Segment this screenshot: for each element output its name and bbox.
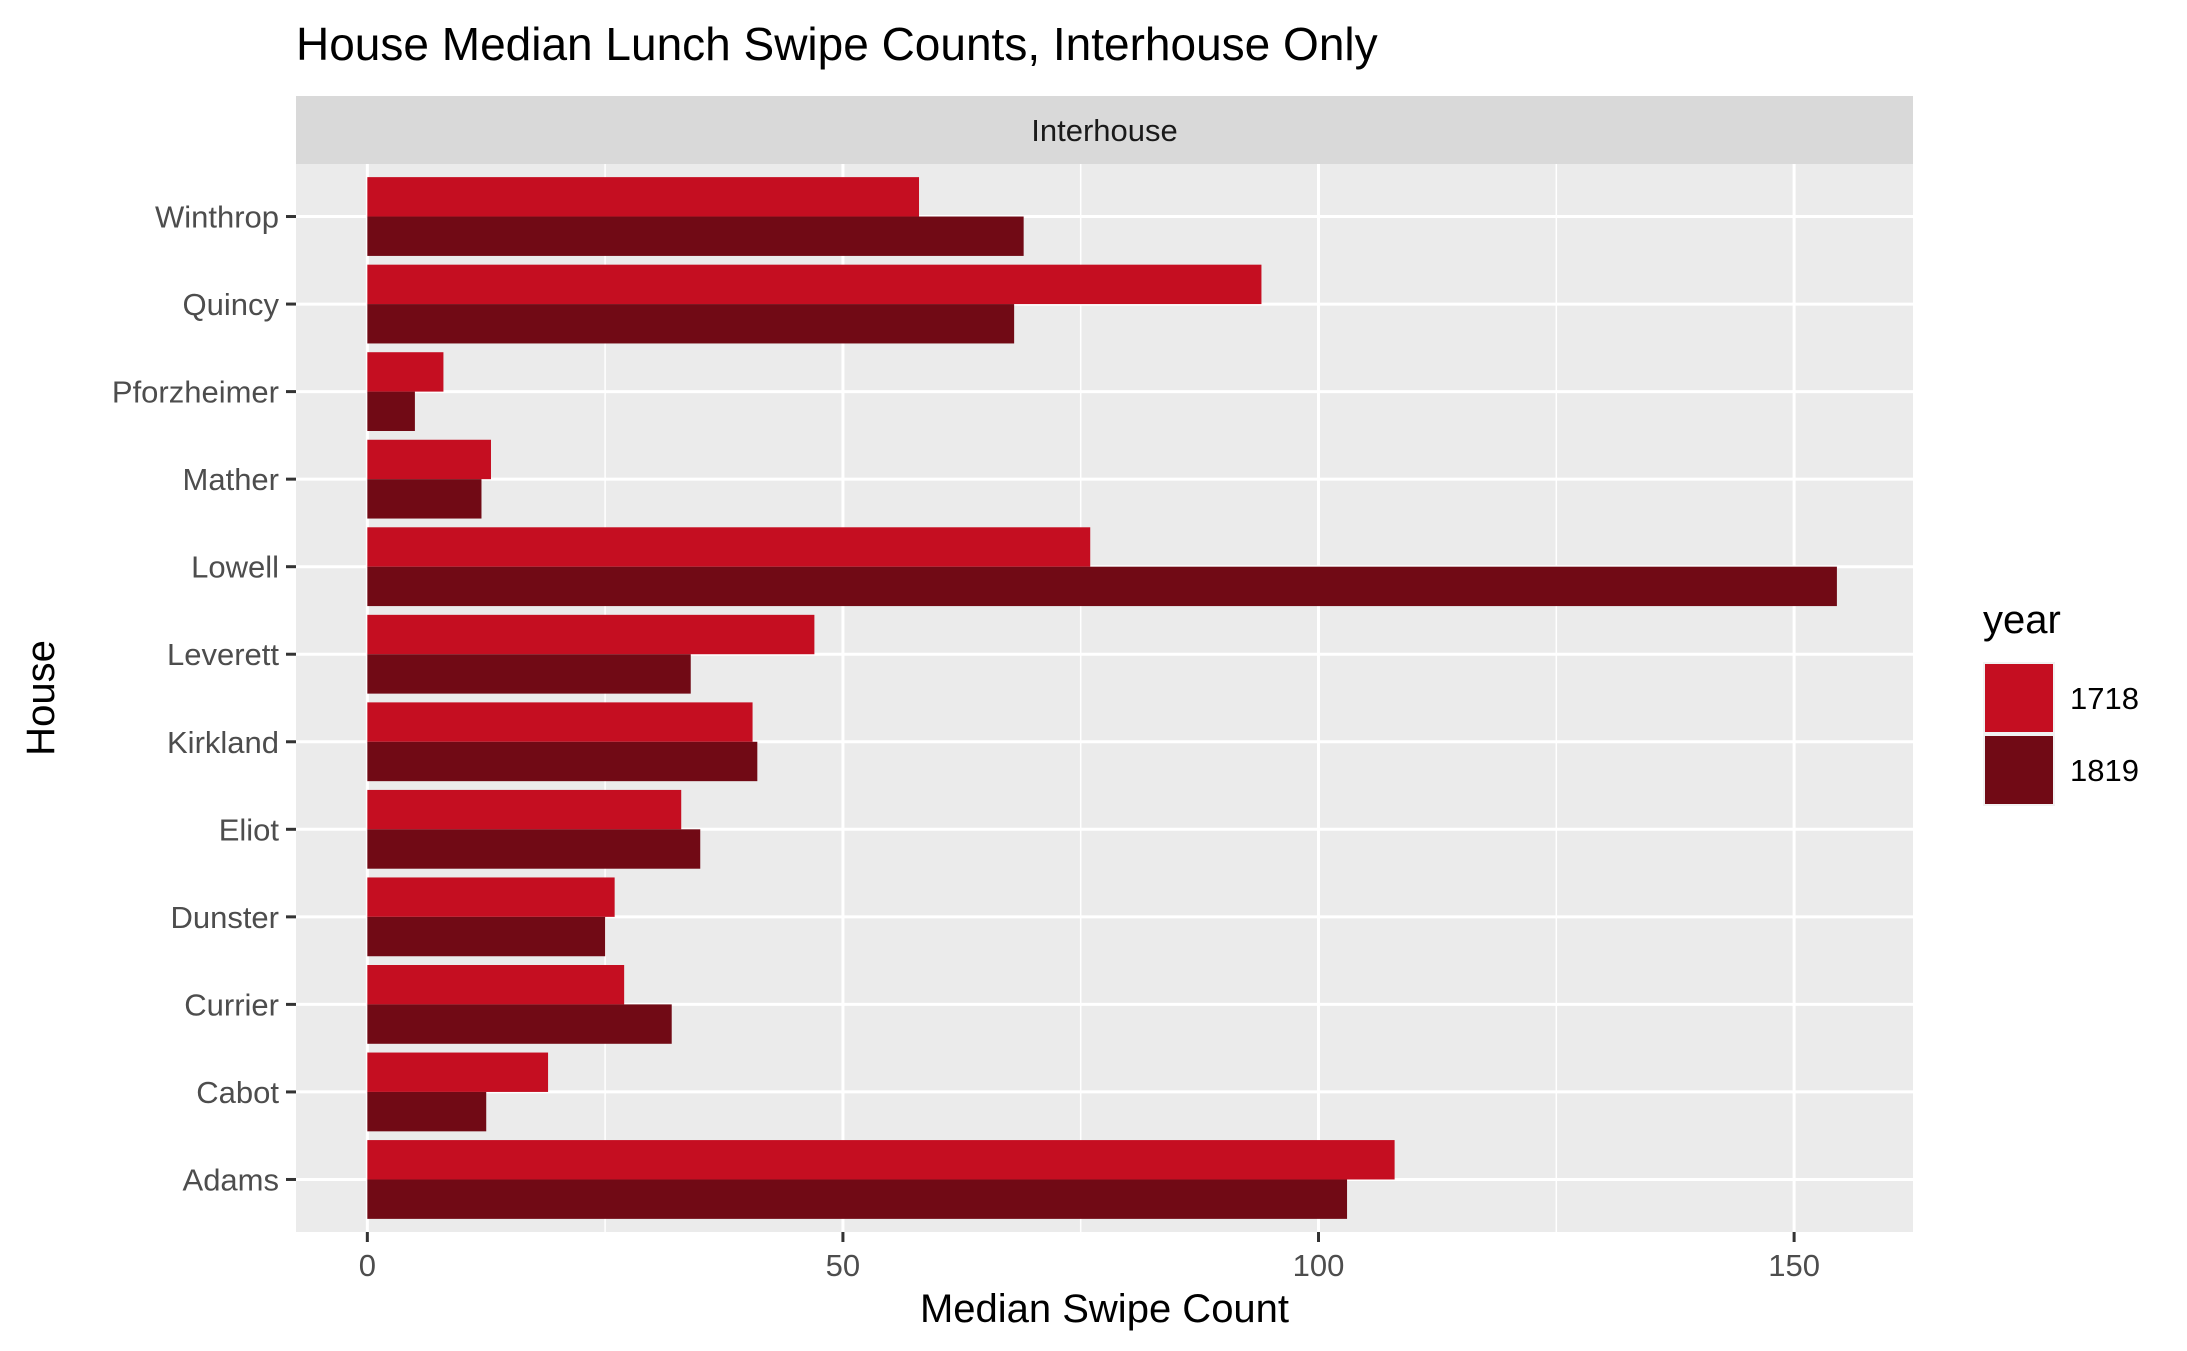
bar-dunster-1819 <box>367 916 606 957</box>
legend-label-1819: 1819 <box>2070 753 2139 788</box>
y-tick-label: Pforzheimer <box>112 375 279 410</box>
legend-swatch-1819 <box>1985 736 2053 804</box>
bar-quincy-1718 <box>367 264 1262 305</box>
bar-winthrop-1819 <box>367 216 1024 256</box>
y-tick-label: Quincy <box>183 287 280 322</box>
bar-lowell-1718 <box>367 527 1091 567</box>
bar-winthrop-1718 <box>367 177 920 217</box>
x-axis-title: Median Swipe Count <box>920 1287 1289 1331</box>
bar-kirkland-1718 <box>367 702 753 742</box>
legend: year 1718 1819 <box>1983 598 2139 806</box>
bar-adams-1819 <box>367 1179 1348 1219</box>
bars <box>367 177 1837 1219</box>
y-tick-label: Mather <box>183 462 279 497</box>
y-tick-label: Leverett <box>167 637 279 672</box>
x-tick-label: 100 <box>1293 1248 1345 1283</box>
bar-mather-1718 <box>367 439 491 480</box>
bar-eliot-1819 <box>367 829 701 869</box>
bar-leverett-1819 <box>367 654 691 694</box>
facet-strip <box>296 96 1913 164</box>
y-tick-label: Winthrop <box>155 200 279 235</box>
bar-lowell-1819 <box>367 566 1837 607</box>
bar-kirkland-1819 <box>367 741 758 782</box>
bar-adams-1718 <box>367 1140 1395 1180</box>
bar-cabot-1718 <box>367 1052 549 1092</box>
y-tick-label: Currier <box>184 987 279 1022</box>
bar-pforzheimer-1819 <box>367 391 415 431</box>
y-tick-label: Dunster <box>170 900 279 935</box>
bar-dunster-1718 <box>367 877 615 917</box>
chart-title: House Median Lunch Swipe Counts, Interho… <box>296 18 1378 70</box>
y-tick-label: Adams <box>183 1162 279 1197</box>
bar-currier-1718 <box>367 965 625 1005</box>
bar-cabot-1819 <box>367 1091 487 1132</box>
legend-label-1718: 1718 <box>2070 681 2139 716</box>
y-tick-label: Kirkland <box>167 725 279 760</box>
legend-swatch-1718 <box>1985 664 2053 732</box>
x-tick-label: 150 <box>1768 1248 1820 1283</box>
bar-pforzheimer-1718 <box>367 352 444 392</box>
y-tick-label: Cabot <box>196 1075 279 1110</box>
bar-eliot-1718 <box>367 789 682 830</box>
bar-currier-1819 <box>367 1004 672 1044</box>
facet-strip-label: Interhouse <box>1031 113 1178 148</box>
y-tick-label: Lowell <box>191 550 279 585</box>
y-axis-title: House <box>19 640 63 756</box>
bar-leverett-1718 <box>367 614 815 655</box>
legend-title: year <box>1983 598 2061 642</box>
x-tick-label: 0 <box>359 1248 376 1283</box>
x-tick-label: 50 <box>826 1248 860 1283</box>
bar-quincy-1819 <box>367 304 1015 344</box>
y-tick-label: Eliot <box>219 812 280 847</box>
y-axis: Adams Cabot Currier Dunster Eliot Kirkland Lev… <box>112 200 296 1197</box>
bar-mather-1819 <box>367 479 482 519</box>
x-axis: 0 50 100 150 <box>359 1232 1820 1283</box>
